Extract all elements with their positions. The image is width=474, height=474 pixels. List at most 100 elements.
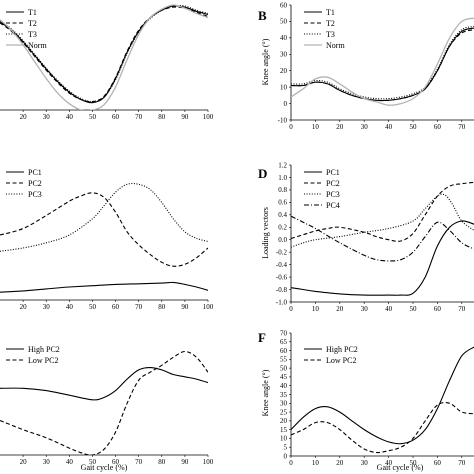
x-tick-label: 70 (458, 459, 466, 467)
x-tick-label: 20 (20, 303, 28, 311)
legend-label: T2 (326, 19, 335, 28)
panel-c: 20 30 40 50 60 70 80 90 100 PC1 PC2 PC3 (0, 168, 214, 311)
x-tick-label: 30 (43, 458, 51, 466)
x-tick-label: 90 (181, 303, 189, 311)
x-tick-label: 10 (312, 459, 320, 467)
x-tick-label: 50 (89, 303, 97, 311)
series-line-high-pc2 (291, 346, 474, 445)
y-tick-label: 50 (280, 18, 288, 26)
x-tick-label: 60 (112, 113, 120, 121)
x-tick-label: 100 (203, 113, 214, 121)
x-tick-label: 60 (112, 458, 120, 466)
x-tick-label: 40 (66, 113, 74, 121)
x-tick-label: 30 (43, 113, 51, 121)
y-tick-label: 25 (280, 408, 288, 416)
x-tick-label: 30 (43, 303, 51, 311)
legend-label: Low PC2 (28, 356, 58, 365)
x-tick-label: 0 (289, 305, 293, 313)
y-tick-label: 40 (280, 34, 288, 42)
x-tick-label: 80 (158, 458, 166, 466)
x-tick-label: 50 (89, 458, 97, 466)
panel-a: 20 30 40 50 60 70 80 90 100 T1 T2 T3 Norm (0, 4, 214, 121)
x-tick-label: 70 (135, 113, 143, 121)
series-line-t2 (291, 29, 474, 102)
y-tick-label: 35 (280, 391, 288, 399)
legend-label: PC2 (28, 179, 42, 188)
series-line-t3 (291, 25, 474, 100)
legend-label: Norm (28, 41, 47, 50)
x-tick-label: 100 (203, 303, 214, 311)
y-tick-label: 1.2 (278, 161, 287, 169)
y-tick-label: 5 (284, 444, 288, 452)
series-line-pc4 (291, 215, 474, 262)
y-tick-label: 60 (280, 1, 288, 9)
x-tick-label: 20 (20, 113, 28, 121)
y-tick-label: 0.2 (278, 224, 287, 232)
y-tick-label: 0 (284, 100, 288, 108)
x-tick-label: 20 (336, 305, 344, 313)
x-tick-label: 40 (66, 458, 74, 466)
x-tick-label: 70 (458, 305, 466, 313)
y-tick-label: 30 (280, 400, 288, 408)
y-tick-label: -0.2 (276, 248, 288, 256)
x-tick-label: 90 (181, 113, 189, 121)
x-tick-label: 60 (434, 305, 442, 313)
series-line-pc1 (0, 281, 208, 293)
y-tick-label: 10 (280, 83, 288, 91)
x-tick-label: 20 (336, 459, 344, 467)
x-tick-label: 0 (289, 459, 293, 467)
x-tick-label: 30 (361, 123, 369, 131)
legend-label: PC3 (28, 190, 42, 199)
panel-letter: D (258, 166, 267, 181)
y-tick-label: 0 (284, 452, 288, 460)
y-tick-label: 55 (280, 356, 288, 364)
y-tick-label: 30 (280, 51, 288, 59)
legend-label: High PC2 (28, 345, 60, 354)
legend-label: T1 (326, 8, 335, 17)
series-line-t2 (0, 6, 208, 103)
legend-label: High PC2 (326, 345, 358, 354)
x-tick-label: 40 (385, 305, 393, 313)
y-tick-label: -10 (278, 116, 288, 124)
y-tick-label: 50 (280, 364, 288, 372)
y-tick-label: 0.6 (278, 199, 287, 207)
x-tick-label: 40 (66, 303, 74, 311)
x-tick-label: 60 (434, 123, 442, 131)
y-tick-label: 70 (280, 329, 288, 337)
x-tick-label: 20 (20, 458, 28, 466)
x-tick-label: 80 (158, 303, 166, 311)
x-tick-label: 30 (361, 459, 369, 467)
series-line-low-pc2 (0, 350, 208, 455)
legend-label: PC2 (326, 179, 340, 188)
x-tick-label: 70 (135, 458, 143, 466)
y-axis-title: Loading vectors (261, 207, 270, 259)
y-tick-label: 1.0 (278, 174, 287, 182)
legend-label: T3 (28, 30, 37, 39)
x-axis-title: Gait cycle (%) (81, 463, 128, 472)
y-tick-label: 15 (280, 426, 288, 434)
y-tick-label: 60 (280, 347, 288, 355)
series-line-norm (0, 4, 208, 110)
legend-label: PC1 (326, 168, 340, 177)
legend-label: Low PC2 (326, 356, 356, 365)
x-tick-label: 50 (410, 459, 418, 467)
y-tick-label: 20 (280, 417, 288, 425)
series-line-pc1 (291, 220, 474, 296)
series-line-t1 (291, 27, 474, 102)
x-tick-label: 70 (458, 123, 466, 131)
legend-label: PC3 (326, 190, 340, 199)
series-line-low-pc2 (291, 401, 474, 454)
x-tick-label: 60 (112, 303, 120, 311)
x-tick-label: 10 (312, 123, 320, 131)
y-tick-label: 10 (280, 435, 288, 443)
x-tick-label: 50 (410, 123, 418, 131)
series-line-t1 (0, 5, 208, 104)
legend-label: T2 (28, 19, 37, 28)
legend-label: PC1 (28, 168, 42, 177)
x-tick-label: 40 (385, 459, 393, 467)
y-tick-label: 20 (280, 67, 288, 75)
y-tick-label: 40 (280, 382, 288, 390)
y-axis-title: Knee angle (°) (261, 38, 270, 85)
legend-label: T1 (28, 8, 37, 17)
